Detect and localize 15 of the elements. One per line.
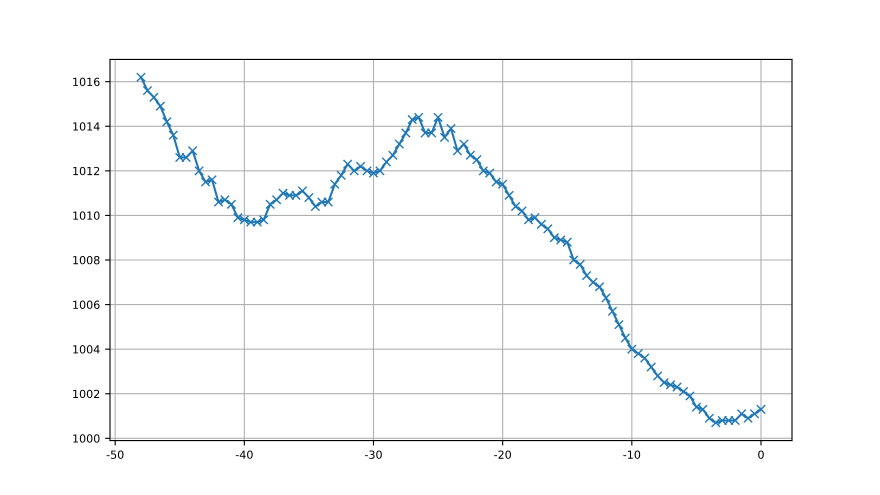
y-tick-label: 1014 [73, 122, 100, 131]
x-tick-label: 0 [758, 450, 764, 459]
y-tick-label: 1004 [73, 345, 100, 354]
x-tick-label: -40 [236, 450, 253, 459]
x-tick-label: -50 [106, 450, 124, 459]
x-tick-label: -10 [623, 450, 640, 459]
x-tick-label: -20 [494, 450, 512, 459]
y-tick-label: 1012 [73, 166, 100, 176]
y-tick-label: 1016 [73, 78, 100, 86]
y-tick-label: 1006 [73, 300, 100, 309]
y-tick-label: 1000 [73, 434, 100, 443]
x-tick-label: -30 [364, 450, 382, 459]
y-tick-label: 1010 [73, 211, 100, 220]
y-tick-label: 1008 [73, 256, 100, 264]
y-tick-label: 1002 [73, 390, 100, 398]
